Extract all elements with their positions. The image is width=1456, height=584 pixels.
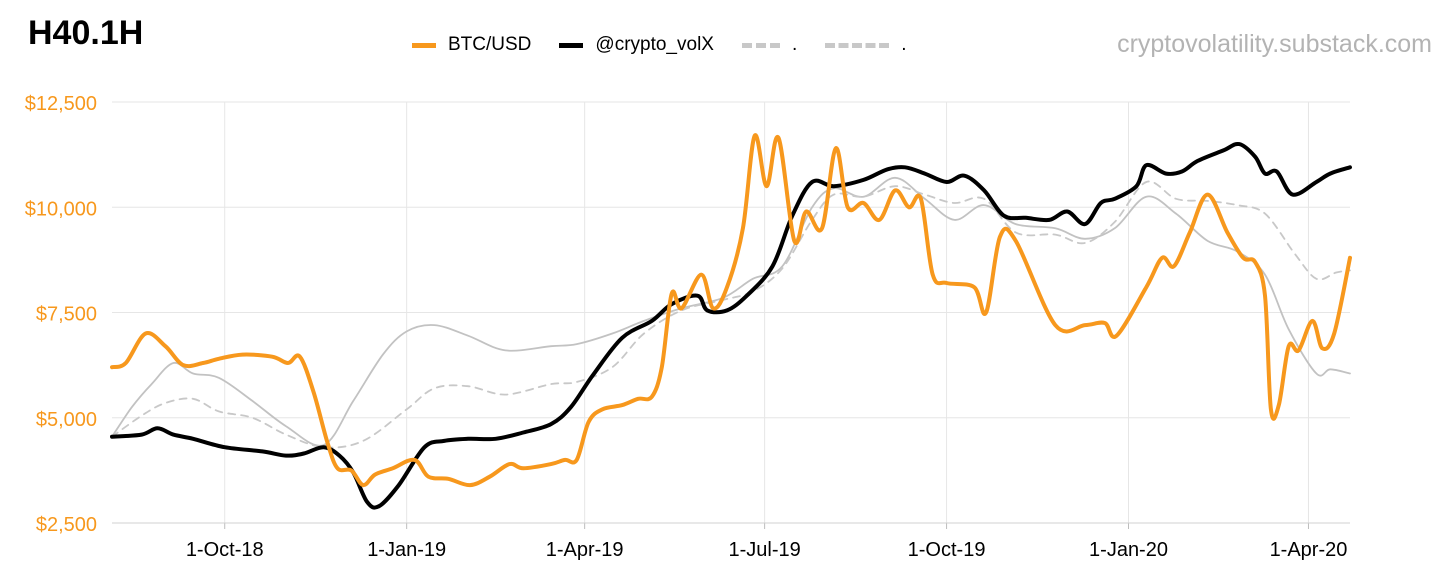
x-tick-label: 1-Jan-20 <box>1089 539 1168 561</box>
legend-swatch-volx <box>559 42 584 48</box>
series-line-grey-dashed <box>111 180 1351 449</box>
legend-item-dashed-1: . <box>741 34 798 56</box>
legend-label-btc: BTC/USD <box>448 34 532 55</box>
x-tick-label: 1-Apr-20 <box>1270 539 1348 561</box>
legend-swatch-dashed-2 <box>825 42 890 48</box>
legend-item-volx: @crypto_volX <box>559 34 714 56</box>
y-tick-label: $2,500 <box>36 514 97 536</box>
y-tick-label: $5,000 <box>36 409 97 431</box>
legend-item-btc: BTC/USD <box>412 34 531 56</box>
x-tick-label: 1-Jul-19 <box>728 539 800 561</box>
y-tick-label: $10,000 <box>25 198 97 220</box>
legend-label-volx: @crypto_volX <box>595 34 714 55</box>
legend-label-dashed-1: . <box>791 34 798 55</box>
source-attribution: cryptovolatility.substack.com <box>1117 30 1432 58</box>
series-line-btc-usd <box>110 133 1352 488</box>
chart-title: H40.1H <box>28 14 144 52</box>
legend-item-dashed-2: . <box>825 34 907 56</box>
y-tick-label: $7,500 <box>36 304 97 326</box>
legend: BTC/USD @crypto_volX . . <box>412 33 935 57</box>
x-tick-label: 1-Apr-19 <box>546 539 624 561</box>
y-tick-label: $12,500 <box>25 93 97 115</box>
x-tick-label: 1-Oct-18 <box>186 539 264 561</box>
legend-swatch-dashed-1 <box>741 42 780 48</box>
x-tick-label: 1-Oct-19 <box>908 539 986 561</box>
x-tick-label: 1-Jan-19 <box>367 539 446 561</box>
series-line-grey-solid <box>111 176 1351 447</box>
legend-swatch-btc <box>412 42 436 48</box>
series-line-crypto-volx <box>110 141 1352 510</box>
legend-label-dashed-2: . <box>901 34 907 55</box>
